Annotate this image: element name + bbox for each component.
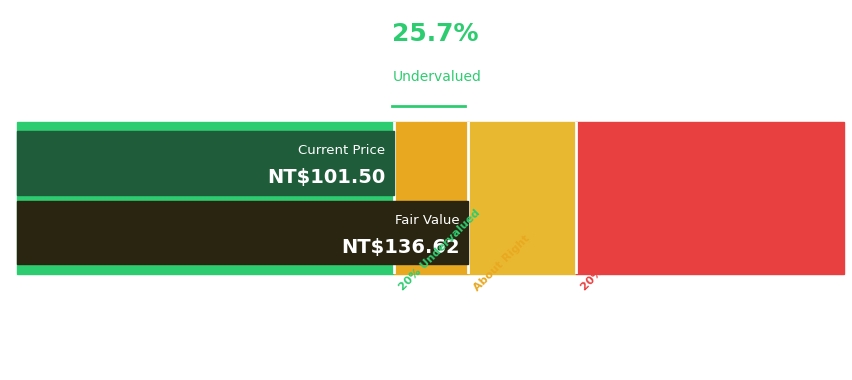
Bar — [17, 122, 393, 274]
Text: Current Price: Current Price — [298, 144, 385, 157]
Bar — [575, 122, 843, 274]
Text: NT$136.62: NT$136.62 — [341, 238, 459, 257]
Bar — [468, 122, 575, 274]
Text: NT$101.50: NT$101.50 — [267, 168, 385, 187]
Text: Fair Value: Fair Value — [394, 214, 459, 227]
Text: 20% Overvalued: 20% Overvalued — [579, 214, 658, 293]
Text: 25.7%: 25.7% — [392, 22, 478, 46]
Bar — [17, 131, 393, 195]
Text: Undervalued: Undervalued — [392, 70, 481, 84]
Text: 20% Undervalued: 20% Undervalued — [397, 208, 482, 293]
Text: About Right: About Right — [472, 233, 531, 293]
Bar — [17, 201, 468, 264]
Bar — [393, 122, 468, 274]
